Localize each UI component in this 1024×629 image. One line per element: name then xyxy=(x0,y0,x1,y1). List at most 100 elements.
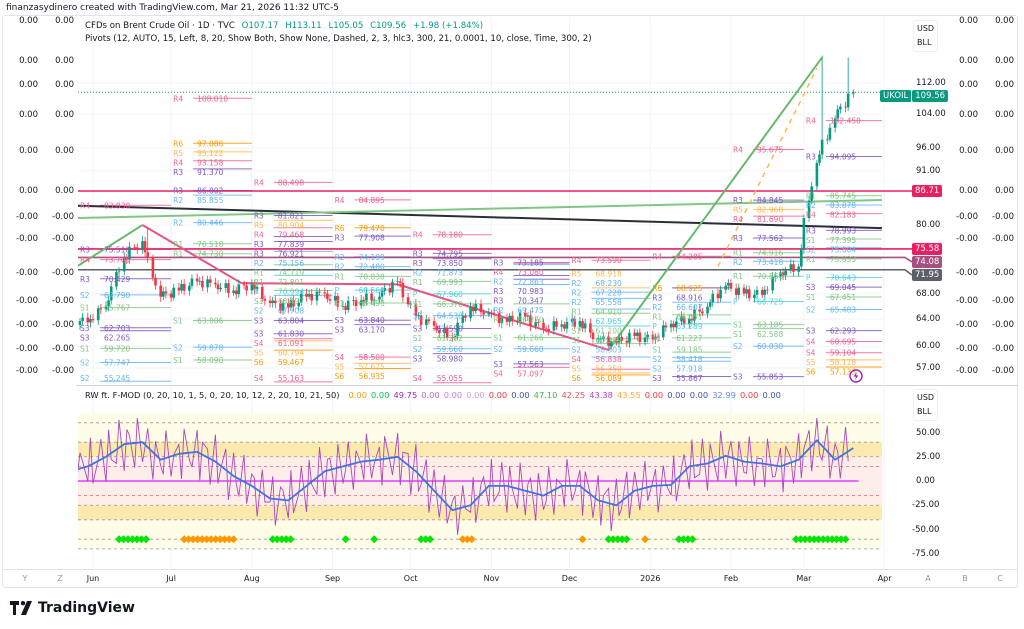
pivot-level-label: P xyxy=(733,298,738,307)
time-axis-label: Aug xyxy=(244,574,260,583)
indicator-value: 0.00 xyxy=(466,390,485,400)
pivot-level-label: S2 xyxy=(80,359,90,368)
pivot-level-value: 85.745 xyxy=(830,192,856,201)
pivot-level-value: 66.370 xyxy=(517,316,543,325)
signal-diamond-icon xyxy=(801,535,810,544)
signal-diamond-icon xyxy=(225,535,234,544)
time-axis-button[interactable]: B xyxy=(962,574,968,583)
indicator-pane xyxy=(78,387,882,568)
right-scale-value: -0.00 xyxy=(956,296,978,306)
left-scale-value: -0.00 xyxy=(16,268,38,278)
lightning-icon[interactable] xyxy=(849,369,863,383)
time-axis-button[interactable]: A xyxy=(925,574,931,583)
signal-diamond-icon xyxy=(683,535,692,544)
chart-credit: finanzasydinero created with TradingView… xyxy=(6,3,340,13)
symbol-badge-value: 109.56 xyxy=(912,90,949,102)
candle-body xyxy=(807,200,811,219)
indicator-value: 43.55 xyxy=(616,390,641,400)
pivot-level-value: 73.080 xyxy=(517,268,543,277)
candle-body xyxy=(438,330,441,334)
candle-body xyxy=(461,315,465,323)
pivot-level-value: 56.350 xyxy=(596,365,622,374)
candle-body xyxy=(208,279,212,283)
indicator-title[interactable]: RW ft. F-MOD (0, 20, 10, 1, 5, 0, 20, 10… xyxy=(85,390,340,400)
candle-body xyxy=(224,283,228,288)
candle-body xyxy=(273,300,277,304)
pivot-level-value: 57.097 xyxy=(517,369,543,378)
pivot-level-label: S2 xyxy=(733,342,743,351)
candle-body xyxy=(352,300,355,302)
candle-body xyxy=(346,300,350,310)
candle-body xyxy=(565,321,569,329)
pivot-level-label: R1 xyxy=(173,250,183,259)
time-axis-label: Jun xyxy=(86,574,100,583)
pivot-level-label: R2 xyxy=(733,258,743,267)
pivot-level-label: S4 xyxy=(254,374,264,383)
candle-body xyxy=(414,303,418,316)
time-axis-button[interactable]: Z xyxy=(57,574,63,583)
candle-body xyxy=(201,280,204,288)
time-axis-button[interactable]: Y xyxy=(22,574,28,583)
signal-diamond-icon xyxy=(463,535,472,544)
right-scale-value: -0.00 xyxy=(956,320,978,330)
candle-body xyxy=(310,294,314,301)
pivot-level-value: 76.921 xyxy=(278,249,304,258)
pivot-level-value: 78.180 xyxy=(437,231,463,240)
candle-body xyxy=(380,290,384,297)
candle-body xyxy=(232,290,235,293)
signal-diamond-icon xyxy=(133,535,142,544)
indicator-legend: RW ft. F-MOD (0, 20, 10, 1, 5, 0, 20, 10… xyxy=(85,390,789,401)
candle-body xyxy=(711,293,715,303)
pivot-level-value: 85.855 xyxy=(197,196,223,205)
pivot-level-value: 75.804 xyxy=(830,245,856,254)
signal-diamond-icon xyxy=(282,535,291,544)
pivot-level-value: 56.838 xyxy=(596,355,622,364)
pivot-level-value: 74.199 xyxy=(359,253,385,262)
signal-diamond-icon xyxy=(198,535,207,544)
pivot-level-label: R3 xyxy=(733,196,743,205)
symbol-title[interactable]: CFDs on Brent Crude Oil · 1D · TVC xyxy=(85,21,235,31)
candle-body xyxy=(826,139,829,141)
candle-body xyxy=(820,139,824,155)
left-scale-value: -0.00 xyxy=(52,268,74,278)
pivots-legend[interactable]: Pivots (12, AUTO, 15, Left, 8, 20, Show … xyxy=(85,34,592,44)
pivot-level-value: 63.185 xyxy=(757,321,783,330)
indicator-value: 0.00 xyxy=(421,390,440,400)
pivot-level-label: R3 xyxy=(254,211,264,220)
price-unit-box[interactable]: USD BLL xyxy=(913,20,939,52)
candle-body xyxy=(523,312,527,317)
pivot-level-label: R4 xyxy=(806,117,816,126)
price-tick-label: 64.00 xyxy=(916,314,941,325)
candle-body xyxy=(727,282,730,286)
candle-body xyxy=(86,317,90,323)
indicator-value: 32.99 xyxy=(712,390,736,400)
pivot-level-value: 58.980 xyxy=(437,354,463,363)
pivot-level-value: 62.265 xyxy=(104,333,130,342)
time-axis-button[interactable]: C xyxy=(997,574,1003,583)
pivot-level-label: S5 xyxy=(335,363,345,372)
pivot-level-label: R2 xyxy=(413,268,423,277)
indicator-unit-box[interactable]: USD BLL xyxy=(913,389,939,421)
pivot-level-value: 68.925 xyxy=(676,284,702,293)
signal-diamond-icon xyxy=(142,535,151,544)
pivot-level-label: R2 xyxy=(335,253,345,262)
right-scale-value: -0.00 xyxy=(992,212,1014,222)
signal-diamond-icon xyxy=(609,535,618,544)
signal-diamond-icon xyxy=(417,535,426,544)
pivot-level-label: R1 xyxy=(806,255,816,264)
upper-band xyxy=(78,442,882,457)
pivot-level-label: S2 xyxy=(493,345,503,354)
pivot-level-value: 93.158 xyxy=(197,158,223,167)
pivot-level-label: S1 xyxy=(173,356,183,365)
pivot-level-label: R2 xyxy=(254,259,264,268)
candle-body xyxy=(419,315,423,325)
pivot-level-label: S2 xyxy=(80,291,90,300)
pivot-level-label: R3 xyxy=(493,259,503,268)
pivot-level-value: 66.607 xyxy=(676,303,702,312)
candle-body xyxy=(289,300,293,308)
signal-diamond-icon xyxy=(202,535,211,544)
pivot-level-value: 69.045 xyxy=(830,283,856,292)
right-scale-value: -0.00 xyxy=(956,344,978,354)
pivot-level-value: 58.418 xyxy=(676,355,702,364)
